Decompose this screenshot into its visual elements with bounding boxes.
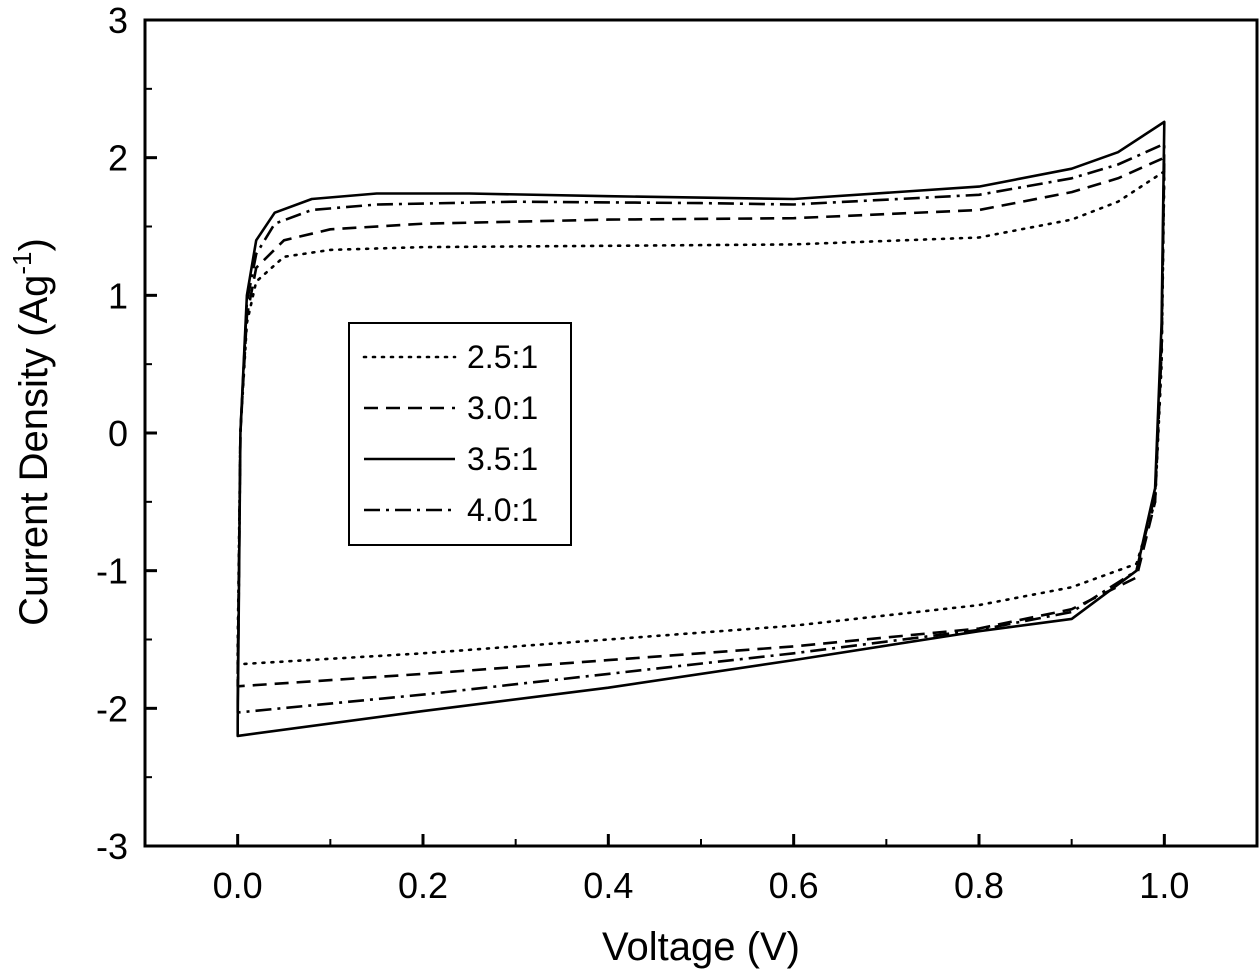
series-line-401 (236, 142, 1166, 714)
y-axis-title: Current Density (Ag-1) (7, 238, 56, 626)
legend-box (348, 322, 572, 546)
y-axis-title-superscript: -1 (7, 251, 37, 274)
series-line-251 (236, 170, 1166, 666)
x-tick-label: 1.0 (1139, 865, 1189, 906)
series-lines (236, 120, 1166, 738)
y-tick-label: 3 (108, 0, 128, 41)
series-line-301 (236, 156, 1166, 688)
x-tick-label: 0.8 (954, 865, 1004, 906)
x-tick-label: 0.4 (583, 865, 633, 906)
y-tick-label: -2 (96, 688, 128, 729)
y-tick-label: 2 (108, 138, 128, 179)
axis-ticks (144, 18, 1258, 848)
legend: 2.5:1 3.0:1 3.5:1 4.0:1 (348, 322, 572, 546)
legend-label: 3.5:1 (467, 441, 538, 477)
y-axis-title-close: ) (12, 238, 56, 251)
x-tick-label: 0.6 (769, 865, 819, 906)
y-tick-label: 1 (108, 275, 128, 316)
y-axis-title-main: Current Density (Ag (12, 275, 56, 626)
plot-frame (143, 18, 1259, 848)
x-axis-tick-labels: 0.0 0.2 0.4 0.6 0.8 1.0 (213, 865, 1190, 906)
y-tick-label: 0 (108, 413, 128, 454)
legend-label: 2.5:1 (467, 339, 538, 375)
x-axis-title: Voltage (V) (602, 925, 800, 969)
legend-label: 4.0:1 (467, 492, 538, 528)
x-tick-label: 0.0 (213, 865, 263, 906)
series-line-351 (236, 120, 1166, 738)
y-tick-label: -3 (96, 826, 128, 867)
y-tick-label: -1 (96, 551, 128, 592)
legend-label: 3.0:1 (467, 390, 538, 426)
x-tick-label: 0.2 (398, 865, 448, 906)
y-axis-tick-labels: 3 2 1 0 -1 -2 -3 (96, 0, 128, 867)
